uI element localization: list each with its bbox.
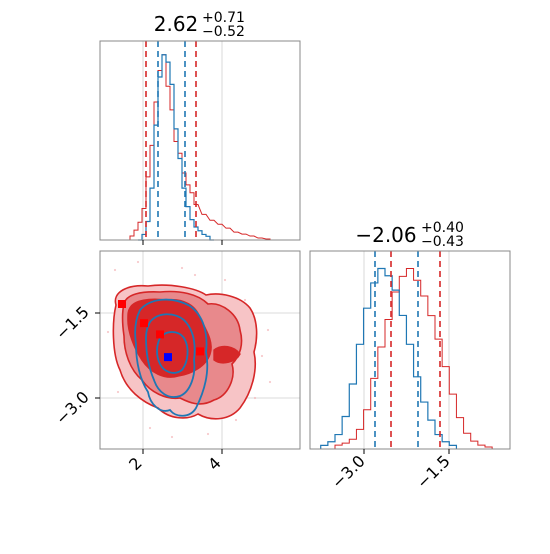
xtick-label-bottom-left: 2 <box>125 453 146 474</box>
contour-blue-level-3 <box>156 331 189 374</box>
histogram-series-blue <box>320 267 458 449</box>
ytick-label-bottom-left: −1.5 <box>52 302 93 343</box>
contour-blue-level-2 <box>145 313 196 398</box>
marker-red-square <box>118 300 126 308</box>
title-top-left-main: 2.62 <box>154 12 199 36</box>
quantile-lines-bottom-right <box>374 251 441 449</box>
title-top-left-sub: −0.52 <box>202 24 245 40</box>
title-bottom-right-sub: −0.43 <box>421 234 464 250</box>
grid-top-left <box>142 41 223 240</box>
marker-red-square <box>196 347 204 356</box>
xtick-label-bottom-right: −3.0 <box>328 451 369 492</box>
frame-bottom-right <box>309 250 511 450</box>
marker-red-square <box>156 330 164 339</box>
panel-bottom-left: 2 4 −1.5 −3.0 <box>52 250 301 474</box>
markers-layer <box>118 300 204 362</box>
title-bottom-right-sup: +0.40 <box>421 220 464 236</box>
xtick-label-bottom-left: 4 <box>204 453 225 474</box>
xtick-label-bottom-right: −1.5 <box>413 451 454 492</box>
marker-blue-square <box>164 353 172 362</box>
histogram-series-blue <box>138 54 214 241</box>
ytick-label-bottom-left: −3.0 <box>52 387 93 428</box>
histogram-series-red <box>334 268 493 449</box>
quantile-lines-top-left <box>145 41 197 240</box>
grid-bottom-right <box>363 251 450 449</box>
panel-bottom-right: −2.06 +0.40 −0.43 −3.0 −1.5 <box>309 220 511 492</box>
frame-top-left <box>99 40 301 241</box>
histogram-series-red <box>129 54 271 240</box>
title-top-left-sup: +0.71 <box>202 10 245 26</box>
title-bottom-right-main: −2.06 <box>355 223 416 247</box>
contour-red-filled <box>112 284 258 420</box>
scatter-points <box>106 260 272 439</box>
contour-blue-level-1 <box>134 298 209 417</box>
marker-red-square <box>140 319 148 328</box>
contour-blue-lines <box>134 298 209 417</box>
frame-bottom-left <box>99 250 301 450</box>
panel-top-left: 2.62 +0.71 −0.52 <box>99 10 301 245</box>
